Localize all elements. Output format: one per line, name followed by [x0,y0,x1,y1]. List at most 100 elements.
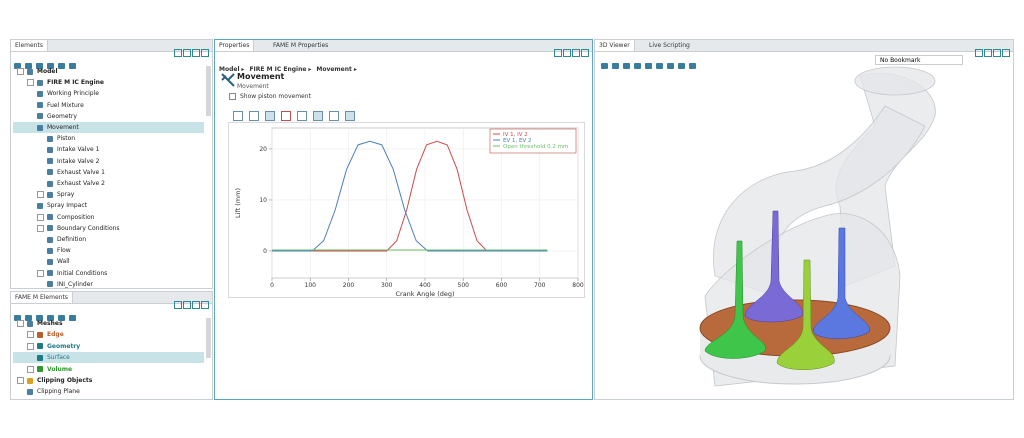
x-tick-label: 800 [572,282,584,289]
bookmark-dropdown[interactable]: No Bookmark [875,55,963,65]
x-tick-label: 400 [419,282,431,289]
tree-item[interactable]: Fuel Mixture [13,100,204,111]
3d-view [699,66,936,387]
breadcrumb: Model FIRE M IC Engine Movement [219,56,362,75]
tree-icon [37,331,43,338]
tree-icon [47,214,53,221]
tab[interactable]: Live Scripting [649,42,690,49]
tree-item[interactable]: Exhaust Valve 2 [13,178,204,189]
tree-label: Exhaust Valve 1 [57,168,105,176]
tree-icon [27,377,33,384]
tab-bar: Elements [11,40,212,57]
tree-icon [47,258,53,265]
x-tick-label: 600 [496,282,508,289]
tree-item[interactable]: Surface [13,352,204,364]
tab[interactable]: FAME M Elements [11,292,73,303]
checkbox-label: Show piston movement [240,93,311,100]
expander[interactable] [27,365,34,373]
tree-icon [47,191,53,198]
tree-label: Meshes [37,320,63,327]
tree-icon [47,270,53,277]
breadcrumb-item[interactable]: Movement [316,66,356,73]
tree-item[interactable]: Initial Conditions [13,268,204,279]
tree-item[interactable]: Geometry [13,341,204,352]
tree-label: Intake Valve 2 [57,157,100,165]
tree-item[interactable]: Wall [13,256,204,267]
window-buttons[interactable] [173,294,209,313]
tree-label: Definition [57,236,87,243]
tree-item[interactable]: Geometry [13,111,204,122]
tab[interactable]: 3D Viewer [595,40,635,51]
tree-icon [47,180,53,187]
expander[interactable] [37,191,44,199]
tree-item[interactable]: Spray [13,189,204,200]
window-buttons[interactable] [173,42,209,61]
tree-item[interactable]: INI_Cylinder [13,279,204,290]
tree-label: Working Principle [47,90,99,98]
tree-item[interactable]: Edge [13,329,204,340]
window-buttons[interactable] [974,42,1010,61]
tree-icon [37,124,43,131]
x-tick-label: 100 [305,282,317,289]
tab-bar: FAME M Elements [11,292,212,309]
breadcrumb-item[interactable]: Model [219,66,244,73]
tree-icon [37,79,43,86]
expander[interactable] [17,68,24,75]
tree-item[interactable]: Definition [13,234,204,245]
expander[interactable] [27,79,34,87]
series-line [272,140,548,252]
tree-icon [47,281,53,288]
checkbox[interactable]: Show piston movement [229,93,311,100]
tree-item[interactable]: Volume [13,364,204,375]
toolbar[interactable] [14,306,80,325]
tree-item[interactable]: Spray Impact [13,200,204,211]
tree-icon [47,236,53,243]
tree-icon [37,202,43,209]
tree-icon [37,102,43,109]
toolbar[interactable] [601,54,700,73]
scrollbar[interactable] [206,66,211,116]
tree-item[interactable]: Intake Valve 2 [13,156,204,167]
tab[interactable]: Properties [215,40,255,51]
window-buttons[interactable] [553,42,589,61]
y-axis-label: Lift (mm) [234,188,242,218]
expander[interactable] [17,320,24,327]
tree-item[interactable]: Exhaust Valve 1 [13,167,204,178]
expander[interactable] [17,377,24,384]
expander[interactable] [27,331,34,339]
tree-item[interactable]: FIRE M IC Engine [13,77,204,88]
tree-icon [27,388,33,395]
expander[interactable] [37,213,44,221]
tree-item[interactable]: Boundary Conditions [13,223,204,234]
tab[interactable]: FAME M Properties [273,42,329,49]
movement-icon [221,73,235,87]
scrollbar[interactable] [206,318,211,358]
tree-item[interactable]: Movement [13,122,204,133]
expander[interactable] [37,269,44,277]
tree-item[interactable]: Composition [13,212,204,223]
tree-item[interactable]: Piston [13,133,204,144]
tree-item[interactable]: Model [13,66,204,77]
expander[interactable] [27,342,34,350]
breadcrumb-item[interactable]: FIRE M IC Engine [249,66,311,73]
tree-item[interactable]: Clipping Plane [13,386,204,397]
elements-panel: Elements Model FIRE M IC Engine Working Pr… [10,39,213,289]
tab[interactable]: Elements [11,40,48,51]
legend-box [489,128,577,154]
tree-item[interactable]: Flow [13,245,204,256]
tree-icon [47,135,53,142]
tree-item[interactable]: Meshes [13,318,204,329]
tree-label: Clipping Plane [37,388,80,396]
chart-toolbar[interactable] [233,106,361,125]
tree-icon [37,113,43,120]
tree-item[interactable]: Intake Valve 1 [13,144,204,155]
tree-item[interactable]: Working Principle [13,88,204,99]
toolbar[interactable] [14,54,80,73]
tree-label: Fuel Mixture [47,101,84,109]
tree-label: Piston [57,135,76,143]
tree-label: Edge [47,331,64,339]
tree-item[interactable]: Clipping Objects [13,375,204,386]
x-axis-label: Crank Angle (deg) [395,290,454,298]
expander[interactable] [37,224,44,232]
legend-label: EV 1, EV 2 [503,138,531,144]
